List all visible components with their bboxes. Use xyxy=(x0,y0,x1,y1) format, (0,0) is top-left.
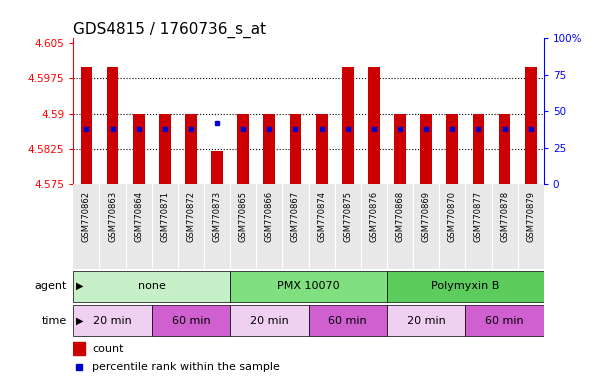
Text: agent: agent xyxy=(35,281,67,291)
Text: GSM770867: GSM770867 xyxy=(291,191,300,242)
Text: 20 min: 20 min xyxy=(407,316,445,326)
Bar xyxy=(185,114,197,184)
Bar xyxy=(211,151,223,184)
Text: count: count xyxy=(92,344,123,354)
Bar xyxy=(447,114,458,184)
Bar xyxy=(133,114,145,184)
Text: 20 min: 20 min xyxy=(93,316,132,326)
Bar xyxy=(73,270,230,302)
Text: 60 min: 60 min xyxy=(329,316,367,326)
Bar xyxy=(368,67,380,184)
Bar xyxy=(159,114,170,184)
Text: GDS4815 / 1760736_s_at: GDS4815 / 1760736_s_at xyxy=(73,22,266,38)
Text: none: none xyxy=(138,281,166,291)
Bar xyxy=(420,114,432,184)
Bar xyxy=(237,114,249,184)
Text: GSM770879: GSM770879 xyxy=(526,191,535,242)
Text: 20 min: 20 min xyxy=(250,316,289,326)
Text: Polymyxin B: Polymyxin B xyxy=(431,281,500,291)
Bar xyxy=(466,305,544,336)
Bar xyxy=(73,342,85,355)
Text: percentile rank within the sample: percentile rank within the sample xyxy=(92,362,280,372)
Text: ▶: ▶ xyxy=(76,316,84,326)
Text: GSM770869: GSM770869 xyxy=(422,191,431,242)
Bar xyxy=(290,114,301,184)
Bar xyxy=(81,67,92,184)
Bar xyxy=(107,67,119,184)
Text: GSM770862: GSM770862 xyxy=(82,191,91,242)
Text: ▶: ▶ xyxy=(76,281,84,291)
Bar xyxy=(472,114,485,184)
Bar xyxy=(316,114,327,184)
Bar xyxy=(394,114,406,184)
Bar xyxy=(309,305,387,336)
Text: GSM770866: GSM770866 xyxy=(265,191,274,242)
Bar xyxy=(73,305,152,336)
Text: time: time xyxy=(42,316,67,326)
Bar xyxy=(387,270,544,302)
Bar xyxy=(387,305,466,336)
Bar xyxy=(152,305,230,336)
Text: GSM770872: GSM770872 xyxy=(186,191,196,242)
Text: GSM770870: GSM770870 xyxy=(448,191,457,242)
Text: 60 min: 60 min xyxy=(485,316,524,326)
Text: GSM770868: GSM770868 xyxy=(395,191,404,242)
Bar xyxy=(230,270,387,302)
Bar xyxy=(499,114,510,184)
Text: GSM770865: GSM770865 xyxy=(239,191,247,242)
Text: GSM770878: GSM770878 xyxy=(500,191,509,242)
Bar xyxy=(342,67,354,184)
Text: GSM770874: GSM770874 xyxy=(317,191,326,242)
Text: GSM770864: GSM770864 xyxy=(134,191,143,242)
Text: GSM770876: GSM770876 xyxy=(370,191,378,242)
Bar xyxy=(525,67,536,184)
Text: GSM770873: GSM770873 xyxy=(213,191,222,242)
Text: GSM770871: GSM770871 xyxy=(160,191,169,242)
Text: PMX 10070: PMX 10070 xyxy=(277,281,340,291)
Text: GSM770877: GSM770877 xyxy=(474,191,483,242)
Text: GSM770875: GSM770875 xyxy=(343,191,353,242)
Bar xyxy=(230,305,309,336)
Text: GSM770863: GSM770863 xyxy=(108,191,117,242)
Bar xyxy=(263,114,275,184)
Text: 60 min: 60 min xyxy=(172,316,210,326)
